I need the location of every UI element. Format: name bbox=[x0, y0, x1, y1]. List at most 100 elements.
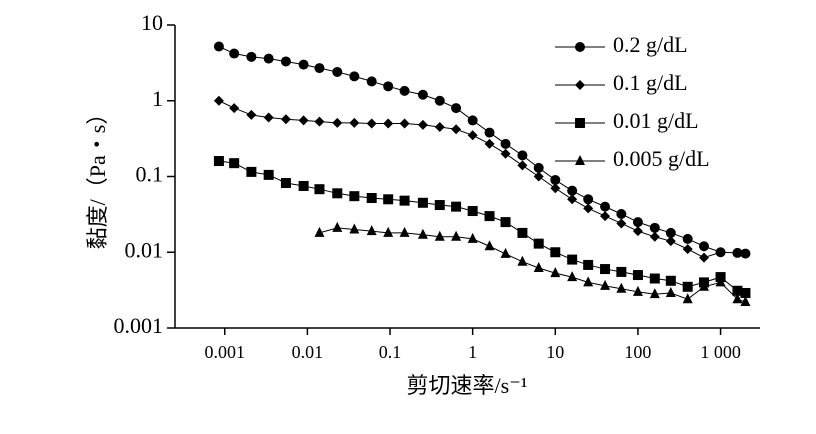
marker bbox=[715, 276, 726, 287]
marker bbox=[732, 293, 743, 304]
marker bbox=[332, 188, 343, 199]
marker bbox=[600, 211, 611, 222]
marker bbox=[740, 296, 751, 307]
marker bbox=[517, 160, 528, 171]
marker bbox=[349, 117, 360, 128]
legend-marker bbox=[575, 42, 585, 52]
marker bbox=[366, 193, 377, 204]
legend-label: 0.01 g/dL bbox=[613, 108, 699, 133]
marker bbox=[632, 226, 643, 237]
marker bbox=[500, 138, 511, 149]
marker bbox=[434, 122, 445, 133]
marker bbox=[665, 227, 676, 238]
marker bbox=[314, 226, 325, 237]
marker bbox=[383, 81, 394, 92]
marker bbox=[383, 194, 394, 205]
x-tick-label: 0.1 bbox=[379, 342, 402, 362]
marker bbox=[298, 59, 309, 70]
marker bbox=[484, 138, 495, 149]
marker bbox=[399, 195, 410, 206]
marker bbox=[263, 53, 274, 64]
marker bbox=[550, 174, 561, 185]
x-tick-label: 0.001 bbox=[205, 342, 246, 362]
marker bbox=[399, 85, 410, 96]
marker bbox=[649, 288, 660, 299]
marker bbox=[467, 232, 478, 243]
legend-label: 0.005 g/dL bbox=[613, 146, 710, 171]
marker bbox=[517, 150, 528, 161]
marker bbox=[567, 194, 578, 205]
marker bbox=[484, 127, 495, 138]
marker bbox=[246, 109, 257, 120]
x-tick-label: 10 bbox=[546, 342, 564, 362]
marker bbox=[213, 95, 224, 106]
marker bbox=[649, 231, 660, 242]
marker bbox=[682, 233, 693, 244]
marker bbox=[263, 112, 274, 123]
series-line bbox=[218, 160, 746, 294]
marker bbox=[567, 271, 578, 282]
marker bbox=[383, 226, 394, 237]
marker bbox=[616, 208, 627, 219]
marker bbox=[263, 169, 274, 180]
marker bbox=[332, 221, 343, 232]
y-tick-label: 10 bbox=[141, 10, 163, 35]
marker bbox=[698, 252, 709, 263]
marker bbox=[332, 66, 343, 77]
marker bbox=[417, 89, 428, 100]
marker bbox=[698, 280, 709, 291]
marker bbox=[715, 247, 726, 258]
marker bbox=[484, 211, 495, 222]
marker bbox=[349, 223, 360, 234]
marker bbox=[500, 247, 511, 258]
marker bbox=[399, 118, 410, 129]
marker bbox=[740, 287, 751, 298]
y-tick-label: 1 bbox=[152, 86, 163, 111]
marker bbox=[366, 118, 377, 129]
y-tick-label: 0.1 bbox=[136, 162, 164, 187]
marker bbox=[298, 115, 309, 126]
marker bbox=[740, 248, 751, 259]
marker bbox=[583, 259, 594, 270]
marker bbox=[616, 218, 627, 229]
marker bbox=[451, 124, 462, 135]
marker bbox=[732, 247, 743, 258]
marker bbox=[280, 56, 291, 67]
marker bbox=[533, 162, 544, 173]
marker bbox=[500, 148, 511, 159]
x-axis-label: 剪切速率/s⁻¹ bbox=[407, 373, 528, 398]
marker bbox=[467, 115, 478, 126]
marker bbox=[280, 178, 291, 189]
marker bbox=[682, 244, 693, 255]
marker bbox=[517, 255, 528, 266]
marker bbox=[366, 225, 377, 236]
marker bbox=[567, 185, 578, 196]
marker bbox=[583, 194, 594, 205]
marker bbox=[500, 217, 511, 228]
marker bbox=[698, 241, 709, 252]
marker bbox=[434, 200, 445, 211]
marker bbox=[533, 238, 544, 249]
marker bbox=[332, 117, 343, 128]
marker bbox=[314, 184, 325, 195]
marker bbox=[484, 240, 495, 251]
marker bbox=[550, 247, 561, 258]
marker bbox=[314, 63, 325, 74]
marker bbox=[246, 51, 257, 62]
legend-marker bbox=[575, 155, 585, 165]
marker bbox=[600, 279, 611, 290]
marker bbox=[399, 226, 410, 237]
marker bbox=[732, 285, 743, 296]
x-tick-label: 1 bbox=[468, 342, 477, 362]
marker bbox=[682, 281, 693, 292]
marker bbox=[600, 264, 611, 275]
marker bbox=[632, 217, 643, 228]
marker bbox=[417, 119, 428, 130]
marker bbox=[616, 266, 627, 277]
marker bbox=[467, 206, 478, 217]
marker bbox=[665, 286, 676, 297]
marker bbox=[583, 276, 594, 287]
marker bbox=[616, 282, 627, 293]
marker bbox=[229, 158, 240, 169]
